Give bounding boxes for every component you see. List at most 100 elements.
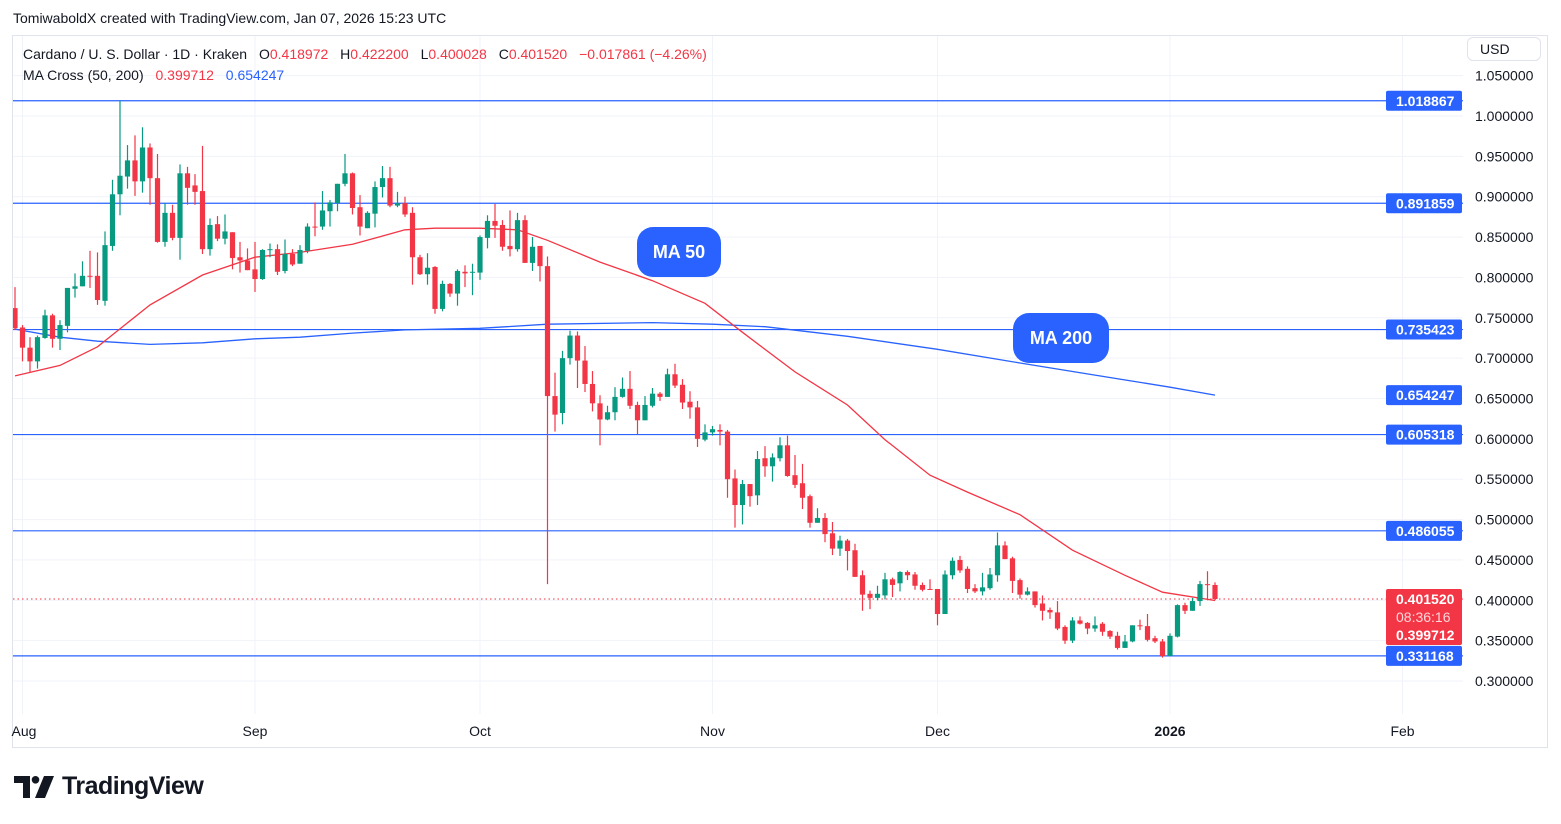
- candle-up: [1197, 580, 1203, 606]
- candle-down: [792, 454, 798, 489]
- candle-up: [139, 127, 146, 193]
- candle-body: [754, 459, 761, 496]
- candle-up: [897, 571, 903, 592]
- candle-body: [1212, 584, 1218, 600]
- price-badges: 1.018867 0.891859 0.735423 0.605318 0.486055…: [1386, 90, 1462, 666]
- candle-body: [499, 224, 506, 247]
- candle-body: [537, 245, 543, 267]
- candle-body: [1204, 584, 1211, 586]
- candle-body: [1197, 584, 1203, 602]
- candle-body: [822, 517, 828, 535]
- candle-down: [1047, 607, 1053, 619]
- candle-body: [1167, 635, 1173, 656]
- candle-up: [1167, 633, 1173, 656]
- candle-body: [514, 220, 521, 250]
- candle-up: [529, 237, 536, 271]
- candle-up: [72, 273, 78, 298]
- price-tick-label: 0.300000: [1475, 673, 1534, 689]
- candle-body: [619, 388, 626, 397]
- high-value: 0.422200: [350, 46, 409, 62]
- candle-body: [1137, 625, 1143, 627]
- ma50-callout: MA 50: [637, 227, 721, 277]
- candle-body: [904, 572, 911, 576]
- candle-up: [514, 212, 521, 252]
- candle-down: [799, 463, 806, 510]
- price-tick-label: 0.700000: [1475, 350, 1534, 366]
- candle-body: [342, 173, 348, 184]
- horizontal-levels[interactable]: [13, 100, 1463, 657]
- candle-up: [379, 166, 386, 198]
- candle-body: [424, 267, 431, 275]
- candle-body: [724, 431, 731, 480]
- candle-body: [252, 269, 258, 280]
- candle-body: [13, 308, 18, 329]
- candle-up: [874, 585, 881, 601]
- ma200-line: [14, 321, 1216, 396]
- candle-body: [1024, 591, 1031, 595]
- time-axis[interactable]: Aug Sep Oct Nov Dec 2026 Feb: [12, 723, 1415, 739]
- candle-down: [889, 577, 896, 598]
- candle-body: [177, 173, 183, 238]
- candle-up: [364, 211, 371, 229]
- level-price-badge: 0.735423: [1396, 322, 1455, 338]
- candle-up: [342, 153, 348, 187]
- candle-down: [1017, 578, 1023, 599]
- candle-up: [334, 183, 341, 212]
- indicator-title[interactable]: MA Cross (50, 200): [23, 67, 144, 83]
- price-tick-label: 0.800000: [1475, 269, 1534, 285]
- candle-body: [544, 266, 551, 397]
- price-axis[interactable]: 1.050000 1.000000 0.950000 0.900000 0.850000…: [1475, 68, 1534, 689]
- level-price-badge-bg: [1386, 193, 1462, 214]
- candle-down: [13, 287, 18, 330]
- candle-down: [1159, 639, 1166, 658]
- candle-body: [814, 517, 821, 523]
- candle-body: [807, 496, 813, 523]
- chart-credit: TomiwaboldX created with TradingView.com…: [13, 10, 447, 26]
- candle-body: [1144, 626, 1151, 640]
- candle-body: [124, 160, 131, 177]
- candle-down: [432, 266, 438, 314]
- candle-down: [829, 521, 836, 556]
- candle-up: [117, 100, 123, 216]
- candle-down: [387, 166, 393, 208]
- candle-up: [1122, 634, 1128, 648]
- currency-selector[interactable]: USD: [1467, 37, 1541, 61]
- candle-body: [27, 347, 33, 362]
- candle-down: [94, 252, 101, 305]
- candle-body: [882, 579, 888, 596]
- candle-down: [927, 579, 933, 590]
- candle-body: [1054, 612, 1061, 629]
- candle-body: [432, 266, 438, 309]
- candle-body: [282, 254, 288, 271]
- candle-body: [1047, 609, 1053, 613]
- candle-body: [304, 226, 311, 251]
- candle-body: [634, 404, 641, 421]
- chart-pane[interactable]: [12, 35, 1548, 748]
- candle-down: [27, 337, 33, 372]
- candle-up: [769, 453, 776, 482]
- candle-body: [87, 275, 93, 277]
- candle-body: [589, 383, 596, 404]
- candle-down: [154, 153, 161, 243]
- candle-up: [1069, 617, 1076, 644]
- candle-down: [1009, 556, 1016, 594]
- last-price-value: 0.401520: [1396, 591, 1455, 607]
- candle-body: [679, 384, 686, 403]
- candle-up: [42, 309, 48, 339]
- candle-down: [904, 570, 911, 581]
- candle-down: [1062, 625, 1068, 644]
- candle-body: [372, 187, 378, 214]
- price-tick-label: 0.500000: [1475, 512, 1534, 528]
- candle-body: [477, 237, 483, 273]
- candle-body: [574, 335, 581, 361]
- tradingview-logo[interactable]: TradingView: [14, 772, 204, 801]
- symbol-title[interactable]: Cardano / U. S. Dollar · 1D · Kraken: [23, 46, 248, 62]
- candle-up: [702, 424, 708, 442]
- candle-up: [79, 261, 86, 287]
- price-tick-label: 0.350000: [1475, 633, 1534, 649]
- ma200-legend-value: 0.654247: [225, 67, 285, 83]
- candle-up: [162, 203, 168, 247]
- candle-up: [1024, 587, 1031, 596]
- candle-down: [1182, 602, 1188, 615]
